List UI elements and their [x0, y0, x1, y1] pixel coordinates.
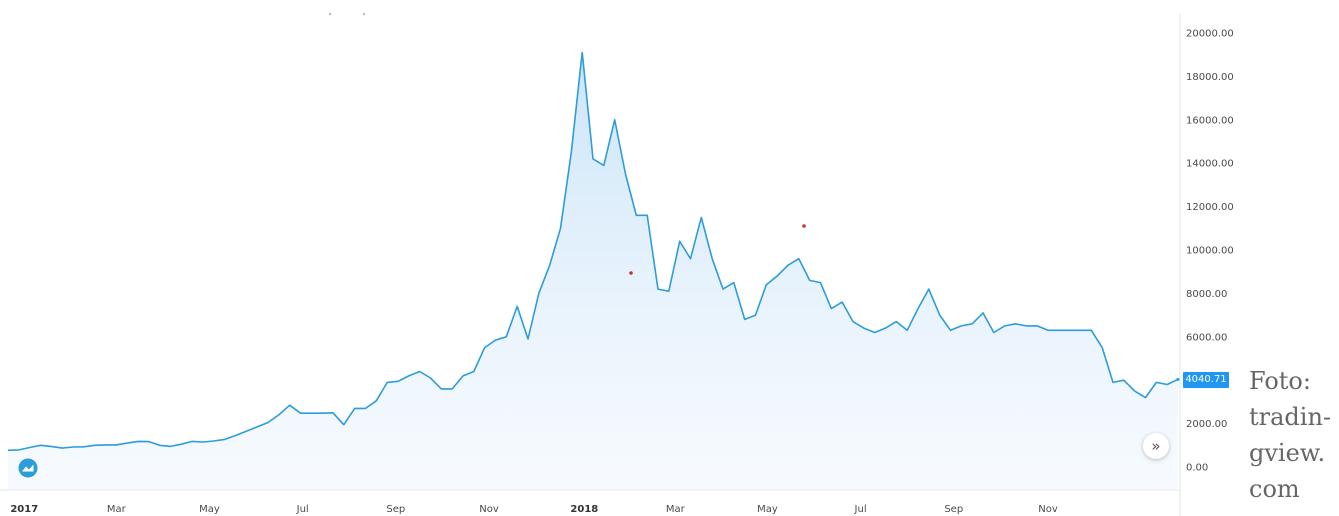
tradingview-logo-icon[interactable] [18, 458, 38, 478]
x-tick-label: 2018 [570, 504, 598, 515]
y-tick-label: 8000.00 [1186, 289, 1227, 300]
x-tick-label: Sep [386, 504, 405, 515]
x-tick-label: Sep [944, 504, 963, 515]
x-tick-label: Nov [1038, 504, 1058, 515]
chart-area: 20000.00 18000.00 16000.00 14000.00 12000.00… [0, 13, 1234, 516]
price-area-fill [8, 52, 1178, 490]
price-series-line [7, 51, 1179, 452]
marker-dot [363, 13, 365, 15]
y-tick-label: 0.00 [1186, 463, 1208, 474]
scroll-to-realtime-button[interactable]: » [1143, 433, 1169, 459]
x-tick-label: May [757, 504, 778, 515]
credit-line: tradin- [1249, 403, 1332, 431]
y-tick-label: 6000.00 [1186, 332, 1227, 343]
marker-dot [629, 271, 633, 275]
x-tick-label: Jul [854, 504, 867, 515]
x-tick-label: Jul [296, 504, 309, 515]
double-chevron-right-icon: » [1151, 437, 1161, 455]
last-value-point [1176, 377, 1180, 381]
y-tick-label: 10000.00 [1186, 246, 1234, 257]
marker-dot [329, 13, 331, 15]
y-tick-label: 14000.00 [1186, 159, 1234, 170]
y-tick-label: 18000.00 [1186, 72, 1234, 83]
time-axis: 2017 Mar May Jul Sep Nov 2018 Mar May Jul Sep Nov [10, 504, 1058, 515]
price-axis: 20000.00 18000.00 16000.00 14000.00 12000.00… [1186, 29, 1234, 474]
credit-line: gview. [1249, 439, 1326, 467]
x-tick-label: Mar [666, 504, 686, 515]
x-tick-label: Nov [479, 504, 499, 515]
y-tick-label: 20000.00 [1186, 29, 1234, 40]
credit-line: Foto: [1249, 367, 1311, 395]
x-tick-label: Mar [107, 504, 127, 515]
marker-dot [802, 224, 806, 228]
y-tick-label: 12000.00 [1186, 202, 1234, 213]
credit-line: com [1249, 475, 1300, 503]
y-tick-label: 16000.00 [1186, 115, 1234, 126]
x-tick-label: 2017 [10, 504, 38, 515]
price-chart: 20000.00 18000.00 16000.00 14000.00 12000.00… [0, 13, 1234, 516]
y-tick-label: 2000.00 [1186, 419, 1227, 430]
photo-credit: Foto: tradin- gview. com [1249, 363, 1339, 507]
last-price-badge: 4040.71 [1183, 372, 1229, 388]
x-tick-label: May [199, 504, 220, 515]
